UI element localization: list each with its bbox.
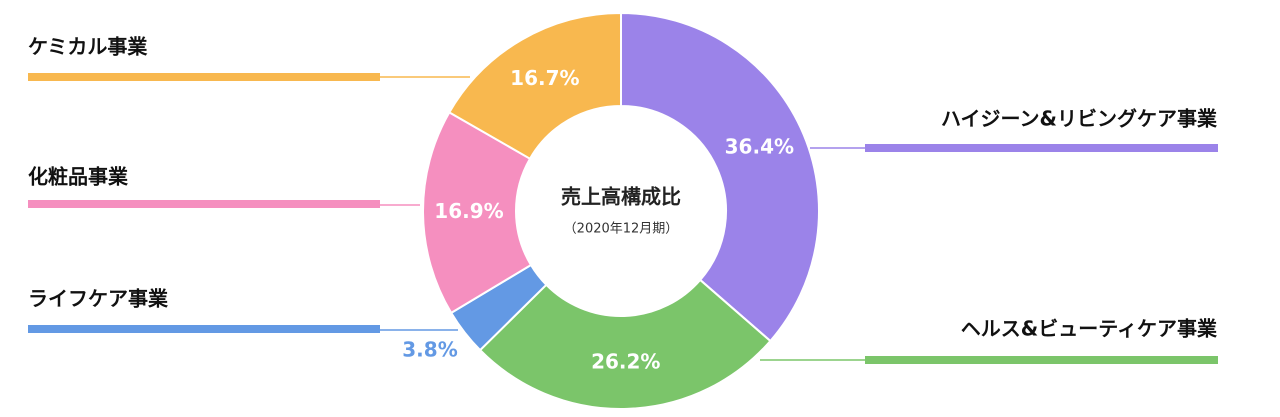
- value-label: 36.4%: [725, 135, 794, 159]
- category-label: ヘルス&ビューティケア事業: [961, 317, 1218, 341]
- chart-subtitle: （2020年12月期）: [564, 222, 679, 237]
- label-bar: [28, 73, 380, 81]
- label-bar: [865, 144, 1218, 152]
- value-label: 16.9%: [434, 199, 503, 223]
- donut-slice: [447, 11, 622, 161]
- label-bar: [865, 356, 1218, 364]
- donut-slice: [478, 278, 772, 410]
- chart-title: 売上高構成比: [561, 185, 681, 209]
- donut-slice: [620, 11, 820, 343]
- value-label: 26.2%: [591, 349, 660, 373]
- value-label: 16.7%: [510, 66, 579, 90]
- category-label: ハイジーン&リビングケア事業: [941, 107, 1218, 131]
- category-label: 化粧品事業: [28, 165, 129, 189]
- category-label: ライフケア事業: [28, 287, 169, 311]
- value-label: 3.8%: [402, 338, 457, 362]
- label-bar: [28, 325, 380, 333]
- label-bar: [28, 200, 380, 208]
- category-label: ケミカル事業: [28, 35, 148, 59]
